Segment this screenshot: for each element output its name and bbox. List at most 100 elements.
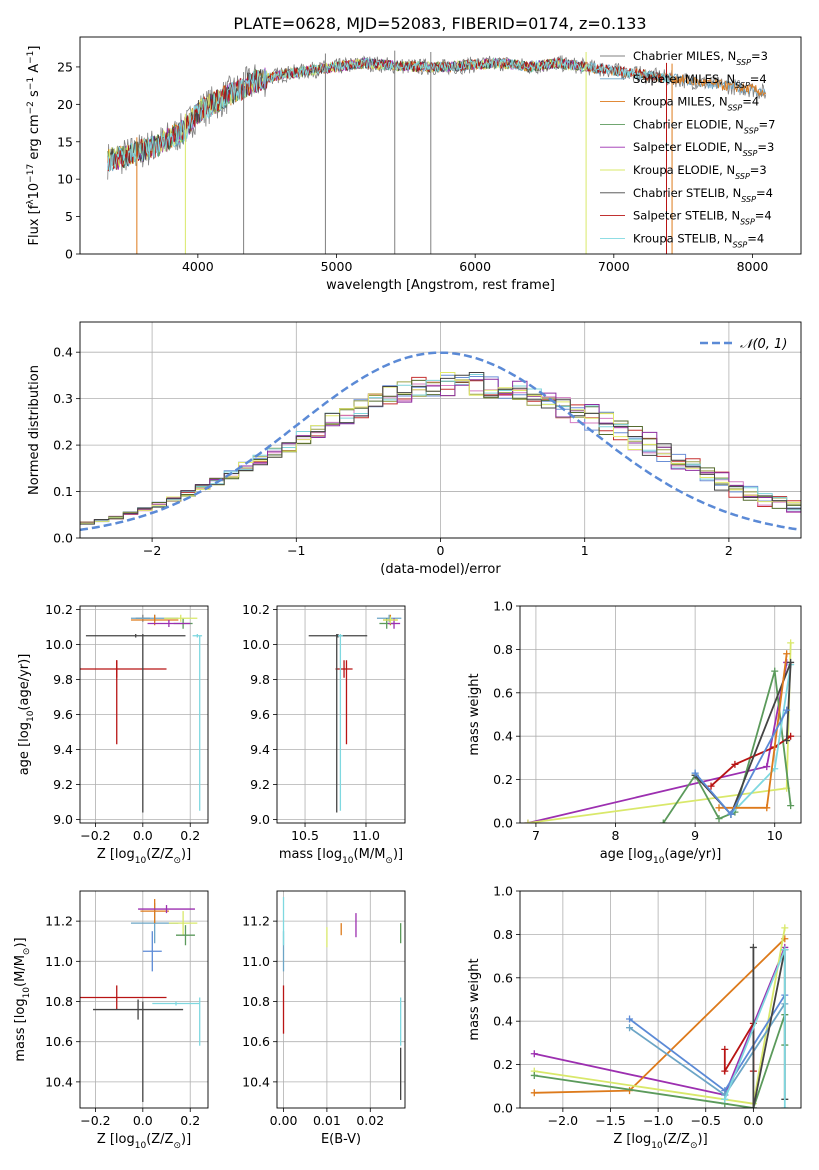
x-tick-label: 10.5 [291,828,319,843]
weight-marker-kroupa_stelib [781,1104,789,1108]
weight_vs_Z-xlabel: Z [log10(Z/Z⊙)] [613,1132,707,1151]
legend-label-sub: SSP [741,194,756,203]
legend-label-count: =4 [756,186,773,200]
y-tick-label: 1.0 [493,599,513,614]
weight-marker-kroupa_miles [763,804,771,812]
weight_vs_Z-xlabel-part: )] [698,1132,708,1147]
mass_vs_Z-axes: −0.2 0.0 0.2 10.4 10.6 10.8 11.0 11.2 [45,891,208,1128]
x-tick-label: 0.0 [743,1113,763,1128]
y-tick-label: 15 [57,134,73,149]
weight-marker-kroupa_miles [530,1089,538,1097]
legend-label-text: Kroupa MILES, N [633,95,728,109]
histograms [80,351,801,532]
weight-line-kroupa_stelib [723,949,786,1108]
spectrum-ylabel-part: −17 [26,164,36,183]
mass_vs_Z-xlabel: Z [log10(Z/Z⊙)] [97,1132,191,1151]
legend-label-salpeter_stelib: Salpeter STELIB, NSSP=4 [633,209,772,227]
age_vs_Z-ylabel-part: (age/yr)] [17,654,32,711]
weight_vs_Z-xlabel-part: Z [log [613,1132,651,1147]
y-tick-label: 0.6 [493,970,513,985]
x-tick-label: 9 [691,828,699,843]
spectrum-xlabel: wavelength [Angstrom, rest frame] [326,278,555,293]
weight_vs_age-xlabel-part: 10 [653,856,665,866]
mass_vs_Z-frame [79,890,209,1109]
histogram-8 [80,372,801,525]
mass_vs_ebv-axes: 0.00 0.01 0.02 10.4 10.6 10.8 11.0 11.2 [242,891,405,1128]
y-tick-label: 1.0 [493,884,513,899]
weight_vs_Z-xlabel-part: ⊙ [690,1141,698,1151]
weight_vs_age-xlabel: age [log10(age/yr)] [600,847,722,866]
x-tick-label: 1 [581,543,589,558]
legend-label-sub: SSP [736,58,751,67]
weight-marker-kroupa_elodie [781,924,789,932]
x-tick-label: 8000 [737,259,769,274]
mass_vs_Z-xlabel-part: Z [log [97,1132,135,1147]
residuals-frame [79,321,802,539]
residuals-axes: −2 −1 0 1 2 0.0 0.1 0.2 0.3 0.4 [53,322,801,558]
x-tick-label: 0.0 [133,1113,153,1128]
y-tick-label: 10.0 [242,637,270,652]
legend-label-count: =4 [755,209,772,223]
weight-marker-gauss [691,769,699,777]
weight-marker-chabrier_elodie [715,815,723,823]
legend-label-sub: SSP [735,80,750,89]
mass_vs_Z-ylabel: mass [log10(M/M⊙)] [13,937,32,1061]
age_vs_Z-xlabel-part: Z [log [97,847,135,862]
weight-marker-kroupa_elodie [787,639,795,647]
age_vs_Z-ylabel-part: age [log [17,722,32,775]
legend-label-count: =4 [750,72,767,86]
y-tick-label: 0 [65,247,73,262]
weight-marker-gauss [727,810,735,818]
spectrum-ylabel-part: s [27,90,42,101]
x-tick-label: 0.2 [180,828,200,843]
legend-label-sub: SSP [728,103,743,112]
weight-marker-salpeter_stelib [721,1045,729,1053]
weight-marker-kroupa_miles [715,804,723,812]
legend-label-count: =3 [757,140,774,154]
legend-label-text: Salpeter ELODIE, N [633,140,743,154]
weight-marker-chabrier_stelib [749,943,757,951]
weight-line-chabrier_elodie [662,670,792,823]
weight-marker-kroupa_elodie [524,819,532,823]
x-tick-label: 0.0 [133,828,153,843]
weight-marker-chabrier_elodie [787,802,795,810]
y-tick-label: 0.8 [493,642,513,657]
spectrum-ylabel-part: erg cm [27,114,42,163]
legend-label-sub: SSP [743,149,758,158]
weight-line-salpeter_elodie [527,662,788,823]
y-tick-label: 10.2 [242,602,270,617]
spectrum-ylabel-part: ] [27,46,42,51]
gaussian-curve [80,351,799,532]
y-tick-label: 0.0 [493,816,513,831]
age_vs_mass-xlabel-part: )] [393,847,403,862]
weight_vs_Z-axes: −2.0 −1.5 −1.0 −0.5 0.0 0.0 0.2 0.4 0.6 0.8 1.0 [493,884,801,1128]
weight-marker-chabrier_elodie [771,667,779,675]
legend-label-sub: SSP [733,240,748,249]
spectrum-ylabel: Flux [fλ10−17 erg cm−2 s−1 A−1] [26,46,42,246]
y-tick-label: 9.8 [250,672,270,687]
weight-marker-kroupa_miles [783,650,791,658]
y-tick-label: 11.2 [242,914,270,929]
x-tick-label: −0.2 [80,828,110,843]
y-tick-label: 20 [57,97,73,112]
weight_vs_Z-xlabel-part: 10 [651,1141,663,1151]
spectrum-ylabel-part: −1 [26,51,36,64]
spectrum-line-chabrier_stelib [107,57,673,170]
x-tick-label: 8 [612,828,620,843]
weight_vs_age-frame [519,605,802,824]
age_vs_Z-axes: −0.2 0.0 0.2 9.0 9.2 9.4 9.6 9.8 10.0 10.2 [45,602,208,843]
spectrum-line-chabrier_elodie [107,58,589,170]
legend-label-text: Chabrier STELIB, N [633,186,741,200]
spectrum-line-salpeter_elodie [107,57,589,170]
y-tick-label: 25 [57,59,73,74]
residuals-xlabel: (data-model)/error [380,562,501,577]
y-tick-label: 0.2 [493,1057,513,1072]
weight-marker-salpeter_elodie [530,1050,538,1058]
weight_vs_Z-lines [530,924,789,1108]
legend-label-kroupa_stelib: Kroupa STELIB, NSSP=4 [633,231,764,249]
y-tick-label: 10.0 [45,637,73,652]
x-tick-label: −0.5 [691,1113,721,1128]
age_vs_mass-xlabel-part: ⊙ [385,856,393,866]
x-tick-label: 7 [532,828,540,843]
